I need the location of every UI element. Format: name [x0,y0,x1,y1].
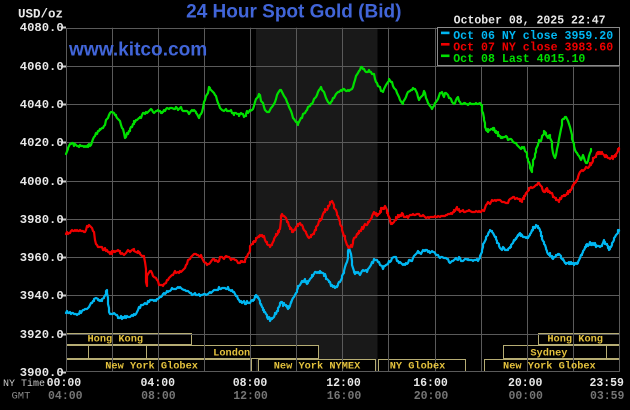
svg-text:3940.0: 3940.0 [20,289,64,303]
svg-text:New York Globex: New York Globex [503,361,596,373]
svg-text:NY Time: NY Time [3,378,45,390]
svg-text:4000.0: 4000.0 [20,175,64,189]
svg-text:03:59: 03:59 [590,390,625,403]
svg-text:3960.0: 3960.0 [20,251,64,265]
svg-text:00:00: 00:00 [47,377,82,390]
svg-text:Sydney: Sydney [530,348,567,360]
svg-text:08:00: 08:00 [141,390,176,403]
svg-text:23:59: 23:59 [589,377,624,390]
svg-text:4020.0: 4020.0 [20,136,64,150]
svg-text:20:00: 20:00 [508,377,543,390]
svg-text:00:00: 00:00 [508,390,543,403]
svg-text:04:00: 04:00 [141,377,176,390]
svg-text:4080.0: 4080.0 [20,21,64,35]
svg-text:October 08, 2025 22:47: October 08, 2025 22:47 [454,15,606,28]
svg-text:New York NYMEX: New York NYMEX [274,361,361,373]
svg-text:NY Globex: NY Globex [390,361,446,373]
svg-text:USD/oz: USD/oz [18,7,63,21]
svg-text:12:00: 12:00 [233,390,268,403]
svg-text:16:00: 16:00 [413,377,448,390]
svg-text:New York Globex: New York Globex [105,361,198,373]
svg-text:4040.0: 4040.0 [20,98,64,112]
svg-text:London: London [213,348,250,360]
svg-text:Oct 06 NY close 3959.20: Oct 06 NY close 3959.20 [453,30,613,43]
svg-text:08:00: 08:00 [233,377,268,390]
svg-text:16:00: 16:00 [327,390,362,403]
svg-text:24 Hour Spot Gold (Bid): 24 Hour Spot Gold (Bid) [186,2,401,23]
svg-text:3900.0: 3900.0 [20,366,64,380]
svg-text:Oct 07 NY close 3983.60: Oct 07 NY close 3983.60 [453,41,613,54]
svg-text:3920.0: 3920.0 [20,328,64,342]
svg-text:3980.0: 3980.0 [20,213,64,227]
svg-text:GMT: GMT [12,390,31,402]
svg-text:Hong Kong: Hong Kong [87,334,143,346]
svg-text:20:00: 20:00 [414,390,449,403]
svg-text:Oct 08 Last 4015.10: Oct 08 Last 4015.10 [453,53,585,66]
svg-text:12:00: 12:00 [326,377,361,390]
svg-text:www.kitco.com: www.kitco.com [68,39,207,60]
svg-text:4060.0: 4060.0 [20,60,64,74]
svg-text:Hong Kong: Hong Kong [547,334,603,346]
svg-text:04:00: 04:00 [48,390,83,403]
